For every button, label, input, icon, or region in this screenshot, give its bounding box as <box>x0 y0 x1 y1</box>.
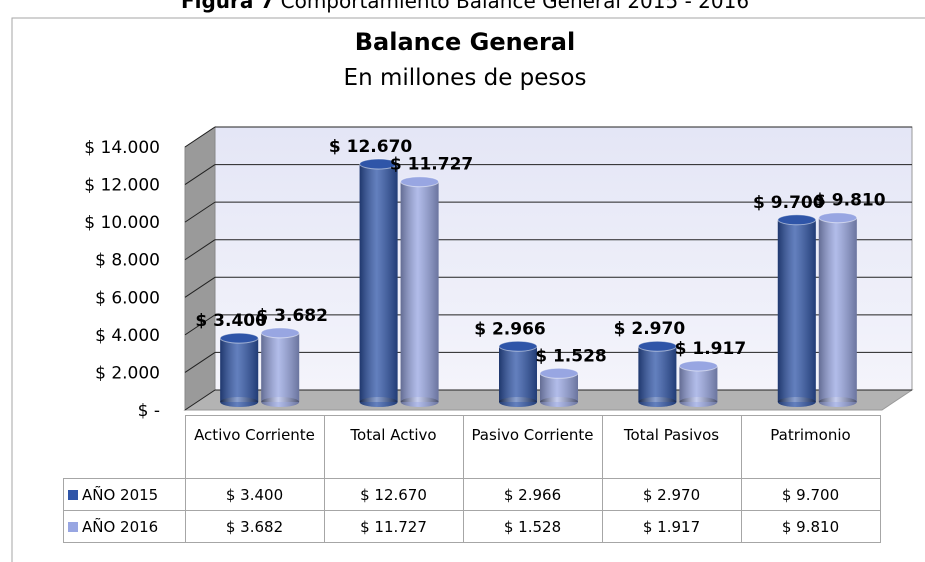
grid-line-side <box>184 352 216 373</box>
bar-top <box>637 340 677 352</box>
grid-line-side <box>184 126 216 148</box>
bar-shade <box>400 181 439 402</box>
caption-text: Comportamiento Balance General 2015 - 20… <box>281 0 749 13</box>
caption-label: Figura 7 <box>181 0 274 13</box>
chart-subtitle: En millones de pesos <box>344 65 587 91</box>
table-value: $ 3.682 <box>184 510 325 543</box>
caption: Figura 7 Comportamiento Balance General … <box>181 0 749 13</box>
table-value: $ 12.670 <box>323 478 464 511</box>
bar-shade <box>261 332 300 402</box>
bar-top <box>260 327 300 339</box>
legend-label: AÑO 2015 <box>82 485 159 504</box>
bar-base-shade <box>261 397 300 407</box>
chart-title: Balance General <box>355 28 575 56</box>
chart-frame <box>11 17 925 562</box>
table-value: $ 2.970 <box>601 478 742 511</box>
grid-line-side <box>184 239 216 261</box>
bar-shade <box>818 217 857 402</box>
bar-top <box>498 340 538 352</box>
y-tick-label: $ 12.000 <box>84 176 160 196</box>
bar-shade <box>220 338 259 402</box>
data-label: $ 3.400 <box>195 311 267 331</box>
legend-cell: AÑO 2015 <box>63 478 186 511</box>
bar-base-shade <box>818 397 857 407</box>
bar-top <box>539 367 579 379</box>
table-value: $ 3.400 <box>184 478 325 511</box>
data-label: $ 12.670 <box>329 137 413 157</box>
table-value: $ 1.528 <box>462 510 603 543</box>
data-label: $ 11.727 <box>390 155 473 175</box>
grid-line-side <box>184 276 216 298</box>
bar-top <box>777 214 817 226</box>
table-category: Pasivo Corriente <box>462 415 603 479</box>
data-label: $ 9.810 <box>814 191 886 211</box>
bar-base-shade <box>499 397 537 407</box>
y-tick-label: $ 8.000 <box>95 251 160 271</box>
y-tick-label: $ 14.000 <box>84 138 160 158</box>
bar-base-shade <box>220 397 259 407</box>
y-tick-label: $ 6.000 <box>95 288 160 308</box>
legend-label: AÑO 2016 <box>82 517 159 536</box>
bar-top <box>400 176 440 188</box>
bar-base-shade <box>777 397 816 407</box>
bar-base-shade <box>679 397 718 407</box>
table-category: Total Pasivos <box>601 415 742 479</box>
grid-line-side <box>184 164 216 185</box>
y-tick-label: $ 10.000 <box>84 213 160 233</box>
data-label: $ 9.700 <box>753 193 825 213</box>
bar-shade <box>638 346 677 402</box>
bar-top <box>219 332 259 344</box>
legend-cell: AÑO 2016 <box>63 510 186 543</box>
bar-base-shade <box>400 397 439 407</box>
data-table: Activo Corriente Total Activo Pasivo Corri… <box>63 415 881 543</box>
y-tick-label: $ 2.000 <box>95 363 160 383</box>
side-wall <box>184 126 216 411</box>
table-category: Total Activo <box>323 415 464 479</box>
table-row: AÑO 2015 $ 3.400 $ 12.670 $ 2.966 $ 2.970 $ 9… <box>63 478 881 511</box>
bar-top <box>359 158 399 170</box>
table-value: $ 1.917 <box>601 510 742 543</box>
bar-top <box>818 212 858 224</box>
table-value: $ 9.810 <box>740 510 881 543</box>
y-tick-label: $ 4.000 <box>95 326 160 346</box>
table-value: $ 9.700 <box>740 478 881 511</box>
table-category: Activo Corriente <box>184 415 325 479</box>
table-value: $ 11.727 <box>323 510 464 543</box>
data-label: $ 3.682 <box>256 306 328 326</box>
grid-line-side <box>184 314 216 336</box>
data-label: $ 1.917 <box>675 339 747 359</box>
bar-base-shade <box>359 397 398 407</box>
table-corner <box>63 415 186 479</box>
table-row: AÑO 2016 $ 3.682 $ 11.727 $ 1.528 $ 1.917 $ 9… <box>63 510 881 543</box>
grid-line-side <box>184 389 216 411</box>
bar-shade <box>777 219 816 402</box>
table-header-row: Activo Corriente Total Activo Pasivo Corri… <box>63 415 881 479</box>
bar-top <box>678 360 718 372</box>
table-category: Patrimonio <box>740 415 881 479</box>
bar-shade <box>359 163 398 402</box>
bar-shade <box>679 365 718 402</box>
data-label: $ 2.966 <box>474 319 546 339</box>
bar-shade <box>499 346 537 402</box>
legend-swatch <box>68 489 78 500</box>
bar-base-shade <box>638 397 677 407</box>
table-value: $ 2.966 <box>462 478 603 511</box>
bar-base-shade <box>540 397 578 407</box>
grid-line-side <box>184 201 216 223</box>
data-label: $ 2.970 <box>614 319 686 339</box>
legend-swatch <box>68 521 78 532</box>
data-label: $ 1.528 <box>535 346 607 366</box>
